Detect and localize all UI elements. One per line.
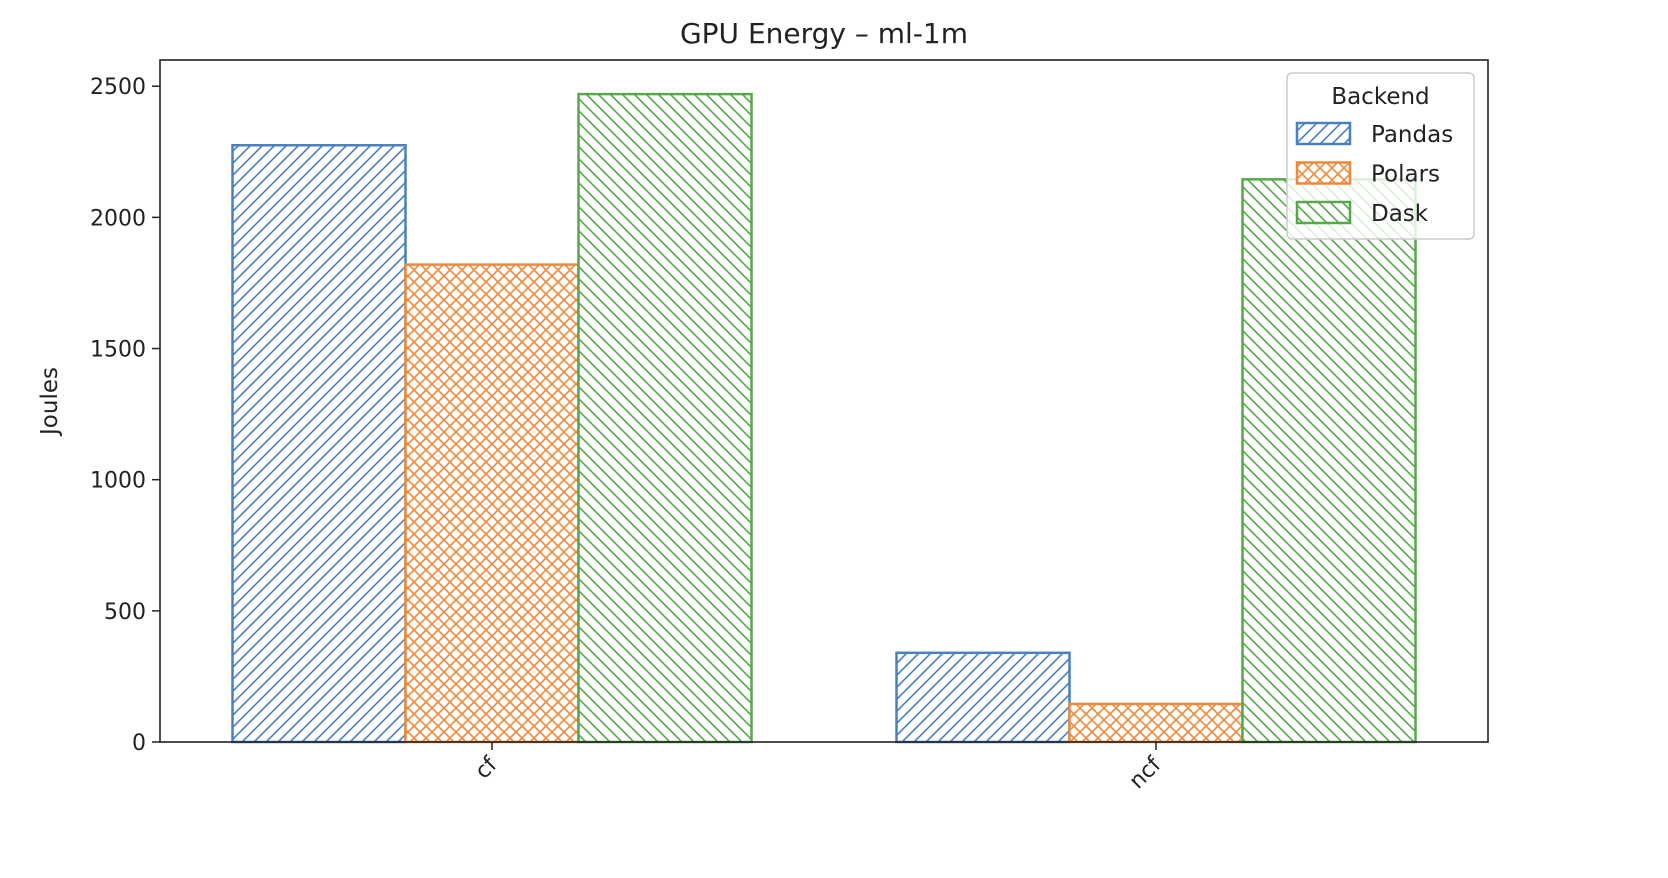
legend-label-polars: Polars — [1371, 162, 1440, 188]
y-tick-label: 1000 — [90, 469, 146, 494]
y-tick-label: 2500 — [90, 75, 146, 100]
legend-swatch-polars — [1295, 161, 1352, 185]
bar-polars-ncf — [1068, 702, 1244, 744]
legend-swatch-pandas — [1295, 121, 1352, 146]
plot-frame — [159, 59, 1489, 743]
y-tick-label: 1500 — [90, 338, 146, 363]
legend-swatch-dask — [1295, 200, 1352, 225]
y-tick-label: 500 — [104, 600, 146, 625]
chart-title: GPU Energy – ml-1m — [680, 17, 968, 50]
legend: Backend Pandas Polars Dask — [1286, 72, 1475, 240]
y-tick-label: 0 — [132, 731, 146, 756]
bar-dask-cf — [577, 92, 753, 744]
bar-polars-cf — [404, 263, 580, 744]
legend-label-pandas: Pandas — [1371, 122, 1453, 148]
bar-pandas-ncf — [895, 651, 1071, 744]
legend-box — [1286, 72, 1475, 240]
legend-label-dask: Dask — [1371, 201, 1429, 227]
legend-title: Backend — [1331, 84, 1429, 110]
x-tick-label: cf — [471, 752, 504, 785]
bars-group — [231, 92, 1417, 744]
y-axis-label: Joules — [37, 367, 63, 437]
bar-pandas-cf — [231, 144, 407, 744]
bar-dask-ncf — [1241, 178, 1417, 744]
x-tick-label: ncf — [1125, 752, 1167, 794]
y-tick-label: 2000 — [90, 206, 146, 231]
